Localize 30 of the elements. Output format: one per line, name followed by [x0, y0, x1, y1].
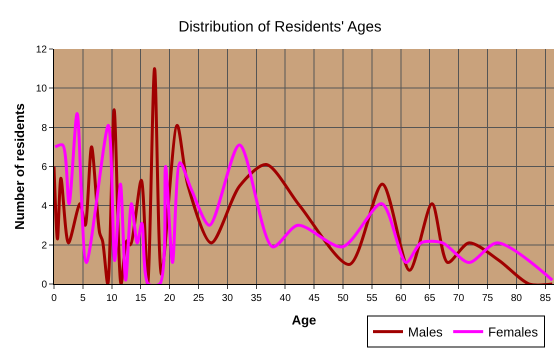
x-tick-label: 30 — [222, 293, 234, 304]
x-tick-label: 75 — [482, 293, 494, 304]
x-tick-label: 45 — [308, 293, 320, 304]
x-tick-label: 25 — [192, 293, 205, 304]
x-tick-label: 65 — [424, 293, 436, 304]
y-axis-title: Number of residents — [12, 103, 27, 230]
chart-title: Distribution of Residents' Ages — [178, 18, 382, 36]
x-tick-label: 10 — [106, 293, 118, 304]
x-axis-title: Age — [292, 312, 316, 328]
x-tick-label: 60 — [395, 293, 407, 304]
y-tick-label: 2 — [41, 240, 48, 252]
x-tick-label: 20 — [164, 293, 176, 304]
y-tick-label: 0 — [41, 280, 48, 290]
y-tick-label: 10 — [36, 84, 48, 95]
legend-label: Males — [408, 324, 444, 340]
x-tick-label: 85 — [540, 293, 552, 304]
x-tick-label: 55 — [366, 293, 378, 304]
x-tick-label: 15 — [135, 293, 147, 304]
legend-label: Females — [488, 324, 539, 340]
y-tick-label: 4 — [41, 201, 48, 212]
y-tick-label: 6 — [41, 162, 48, 173]
x-tick-label: 80 — [510, 293, 522, 304]
y-tick-label: 12 — [36, 44, 48, 56]
x-tick-label: 70 — [453, 293, 465, 304]
y-tick-label: 8 — [41, 122, 48, 134]
x-tick-label: 50 — [337, 293, 350, 304]
x-tick-label: 0 — [51, 293, 58, 304]
x-tick-label: 35 — [250, 293, 262, 304]
x-tick-label: 40 — [280, 293, 292, 304]
x-tick-label: 5 — [80, 293, 86, 304]
